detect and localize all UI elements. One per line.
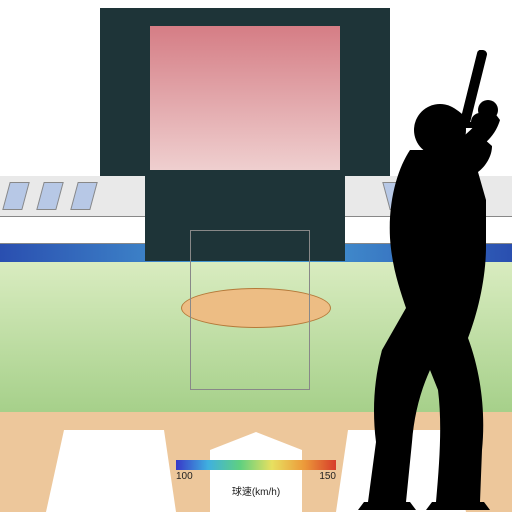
- strike-zone: [190, 230, 310, 390]
- legend-tick-max: 150: [319, 471, 336, 482]
- pitch-location-scene: 100 150 球速(km/h): [0, 0, 512, 512]
- legend-color-bar: [176, 460, 336, 470]
- legend-tick-min: 100: [176, 471, 193, 482]
- legend-label: 球速(km/h): [176, 483, 336, 498]
- batter-silhouette: [310, 50, 512, 510]
- legend-ticks: 100 150: [176, 471, 336, 482]
- velocity-legend: 100 150 球速(km/h): [176, 460, 336, 498]
